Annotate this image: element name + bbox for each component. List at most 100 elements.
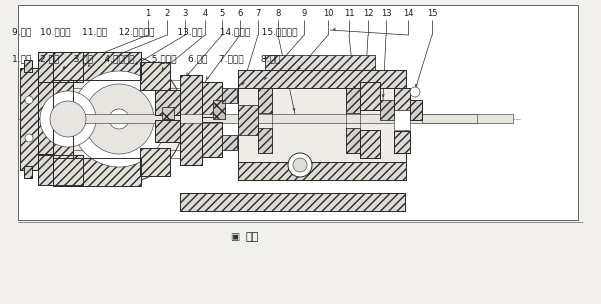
Bar (265, 55, 375, 70)
Circle shape (40, 91, 96, 147)
Bar (346, 88, 360, 153)
Text: 15: 15 (427, 9, 438, 18)
Bar (38, 52, 83, 82)
Bar (346, 88, 360, 113)
Circle shape (410, 87, 420, 97)
Circle shape (293, 158, 307, 172)
Bar (38, 155, 83, 185)
Bar (162, 107, 174, 119)
Bar (140, 148, 170, 176)
Bar (202, 122, 222, 157)
Bar (222, 135, 237, 150)
Circle shape (54, 54, 184, 184)
Bar (394, 88, 410, 110)
Bar (265, 55, 375, 70)
Bar (346, 128, 360, 153)
Bar (346, 88, 360, 113)
Circle shape (71, 71, 167, 167)
Text: 图一: 图一 (246, 232, 259, 242)
Bar (53, 52, 141, 80)
Bar (53, 158, 141, 186)
Text: 3: 3 (182, 9, 188, 18)
Bar (422, 114, 477, 123)
Bar (38, 52, 83, 82)
Bar (24, 166, 32, 178)
Bar (238, 70, 406, 180)
Circle shape (84, 84, 154, 154)
Bar (53, 52, 141, 80)
Text: 4: 4 (203, 9, 207, 18)
Circle shape (50, 101, 86, 137)
Text: 2: 2 (165, 9, 169, 18)
Bar (53, 80, 73, 158)
Text: 12: 12 (363, 9, 373, 18)
Circle shape (288, 153, 312, 177)
Bar (38, 82, 53, 154)
Bar (155, 90, 180, 115)
Bar (258, 128, 272, 153)
Text: 9: 9 (301, 9, 307, 18)
Bar (162, 107, 174, 119)
Bar (213, 100, 225, 119)
Bar (140, 62, 170, 90)
Bar (222, 88, 237, 103)
Bar (140, 148, 170, 176)
Text: 8: 8 (275, 9, 281, 18)
Bar (20, 68, 38, 170)
Bar (24, 60, 32, 72)
Bar (24, 166, 32, 178)
Bar (258, 88, 272, 113)
Bar (180, 193, 405, 211)
Bar (410, 100, 422, 120)
Text: 5: 5 (219, 9, 225, 18)
Bar (380, 100, 394, 120)
Text: 13: 13 (380, 9, 391, 18)
Text: 7: 7 (255, 9, 261, 18)
Text: 9.油盖   10.视油镜    11.轴承    12.轴承压盖        13.油封      14.联轴器    15.吸紧螺栋: 9.油盖 10.视油镜 11.轴承 12.轴承压盖 13.油封 14.联轴器 1… (12, 27, 297, 36)
Bar (360, 130, 380, 158)
Bar (394, 88, 410, 110)
Text: 1.泵体   2.叶轮     3.后盖    4.机封压盖      5.密封件    6.托件    7.圆螺母      8.泵轴: 1.泵体 2.叶轮 3.后盖 4.机封压盖 5.密封件 6.托件 7.圆螺母 8… (12, 55, 280, 64)
Bar (53, 80, 73, 158)
Bar (180, 193, 405, 211)
Circle shape (25, 134, 33, 142)
Bar (238, 105, 258, 135)
Bar (155, 120, 180, 142)
Text: 1: 1 (145, 9, 151, 18)
Bar (258, 128, 272, 153)
Text: 14: 14 (403, 9, 413, 18)
Bar (410, 100, 422, 120)
Bar (238, 162, 406, 180)
Bar (360, 82, 380, 110)
Bar (155, 90, 180, 115)
Bar (258, 88, 272, 113)
Bar (180, 75, 202, 165)
Bar (238, 70, 406, 88)
Bar (180, 75, 202, 165)
Bar (140, 62, 170, 90)
Bar (222, 135, 237, 150)
Circle shape (25, 96, 33, 104)
Bar (20, 68, 38, 170)
Bar (360, 82, 380, 110)
Bar (18, 5, 578, 220)
Bar (380, 100, 394, 120)
Text: ▣: ▣ (230, 232, 239, 242)
Bar (258, 88, 272, 153)
Text: 10: 10 (323, 9, 333, 18)
Bar (394, 131, 410, 153)
Circle shape (109, 109, 129, 129)
Bar (394, 131, 410, 153)
Bar (202, 82, 222, 117)
Bar (202, 82, 222, 117)
Bar (222, 88, 237, 103)
Bar (360, 130, 380, 158)
Bar (24, 60, 32, 72)
Bar (53, 158, 141, 186)
Bar (155, 120, 180, 142)
Bar (38, 82, 53, 154)
Bar (394, 110, 410, 130)
Text: 6: 6 (237, 9, 243, 18)
Bar (213, 100, 225, 119)
Bar (238, 70, 406, 88)
